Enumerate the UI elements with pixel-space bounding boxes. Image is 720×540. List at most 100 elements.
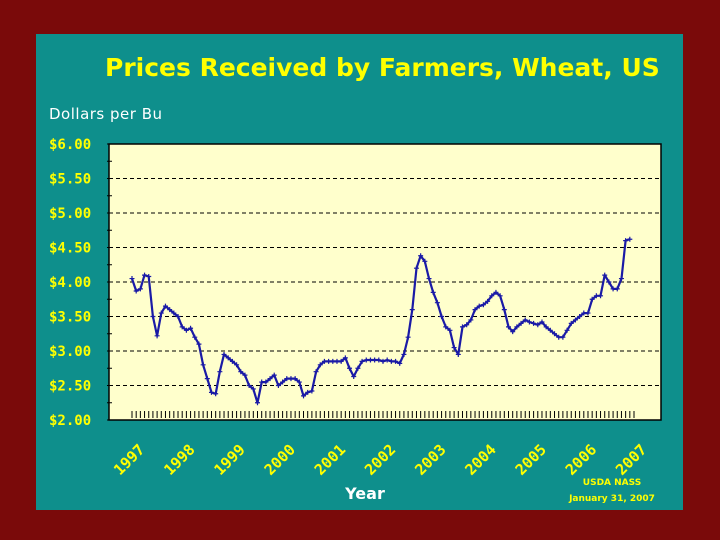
data-point xyxy=(175,314,181,319)
data-point xyxy=(506,324,511,330)
x-axis-label: Year xyxy=(344,484,385,503)
x-tick-label: 2002 xyxy=(361,441,399,479)
data-point xyxy=(501,307,507,313)
data-point xyxy=(522,317,528,323)
data-point xyxy=(133,288,139,294)
data-point xyxy=(426,276,432,282)
y-tick-label: $2.50 xyxy=(49,379,91,395)
y-tick-label: $3.50 xyxy=(49,310,91,326)
data-point xyxy=(422,258,428,264)
data-point xyxy=(259,379,265,385)
x-tick-label: 2003 xyxy=(411,441,449,479)
data-point xyxy=(162,303,168,309)
y-tick-label: $4.00 xyxy=(49,275,91,291)
data-point xyxy=(535,322,541,328)
data-point xyxy=(146,273,152,279)
data-point xyxy=(213,391,219,397)
data-point xyxy=(531,320,537,326)
data-point xyxy=(217,369,223,375)
data-point xyxy=(263,379,269,385)
data-point xyxy=(221,351,227,357)
data-point xyxy=(313,369,319,375)
data-point xyxy=(556,334,562,340)
x-tick-label: 2005 xyxy=(512,441,550,479)
data-point xyxy=(401,351,407,357)
y-axis-label: Dollars per Bu xyxy=(49,105,163,123)
data-point xyxy=(280,379,286,385)
x-tick-label: 2001 xyxy=(311,441,349,479)
data-point xyxy=(447,327,453,333)
data-point xyxy=(200,362,206,368)
data-point xyxy=(627,236,633,242)
data-point xyxy=(434,300,440,306)
data-point xyxy=(225,355,231,361)
data-point xyxy=(618,276,624,282)
data-point xyxy=(330,358,336,364)
data-point xyxy=(380,358,386,364)
data-point xyxy=(321,358,327,364)
data-point xyxy=(489,293,495,299)
data-point xyxy=(376,357,382,363)
data-point xyxy=(568,320,574,326)
wheat-price-chart: Prices Received by Farmers, Wheat, US Do… xyxy=(49,53,662,504)
data-point xyxy=(309,388,315,394)
x-tick-label: 2007 xyxy=(612,441,650,479)
data-point xyxy=(271,372,277,378)
data-point xyxy=(305,389,311,395)
chart-title: Prices Received by Farmers, Wheat, US xyxy=(105,53,660,82)
data-point xyxy=(577,314,583,319)
data-point xyxy=(296,379,302,385)
data-point xyxy=(284,376,290,382)
data-point xyxy=(137,286,143,292)
x-tick-label: 2006 xyxy=(562,441,600,479)
data-point xyxy=(334,358,340,364)
data-point xyxy=(393,358,399,364)
data-point xyxy=(451,345,457,351)
data-point xyxy=(409,307,415,313)
data-point xyxy=(485,298,491,304)
data-point xyxy=(593,293,599,299)
data-point xyxy=(250,386,256,392)
data-point xyxy=(413,265,419,271)
data-point xyxy=(229,358,235,364)
data-point xyxy=(388,358,394,364)
data-point xyxy=(468,317,474,323)
data-point xyxy=(564,327,570,333)
data-point xyxy=(150,314,156,319)
data-point xyxy=(347,365,353,371)
data-point xyxy=(246,383,252,388)
data-point xyxy=(418,253,424,259)
data-point xyxy=(476,303,482,309)
data-point xyxy=(430,289,436,295)
gridlines xyxy=(107,143,661,421)
data-point xyxy=(196,341,202,347)
data-point xyxy=(539,319,545,325)
data-point xyxy=(552,331,558,337)
data-point xyxy=(171,310,177,316)
data-point xyxy=(188,325,194,331)
data-point xyxy=(326,358,332,364)
x-tick-label: 1998 xyxy=(160,441,198,479)
data-point xyxy=(572,317,578,323)
y-tick-label: $5.00 xyxy=(49,206,91,222)
data-point xyxy=(142,272,148,278)
x-tick-label: 1997 xyxy=(110,441,148,479)
x-tick-label: 2004 xyxy=(462,441,500,479)
data-point xyxy=(610,286,616,292)
data-point xyxy=(397,360,403,366)
data-point xyxy=(242,372,248,378)
slide: Prices Received by Farmers, Wheat, US Do… xyxy=(36,34,683,510)
data-point xyxy=(367,357,373,363)
data-point xyxy=(518,320,524,326)
y-tick-label: $4.50 xyxy=(49,241,91,257)
data-point xyxy=(514,324,520,330)
data-point xyxy=(602,272,608,278)
data-point xyxy=(547,327,553,333)
data-point xyxy=(238,369,244,375)
x-tick-label: 2000 xyxy=(261,441,299,479)
x-minor-ticks xyxy=(131,411,635,418)
data-point xyxy=(255,400,260,406)
data-point xyxy=(585,310,591,316)
data-point xyxy=(363,357,369,363)
data-point xyxy=(338,358,344,364)
